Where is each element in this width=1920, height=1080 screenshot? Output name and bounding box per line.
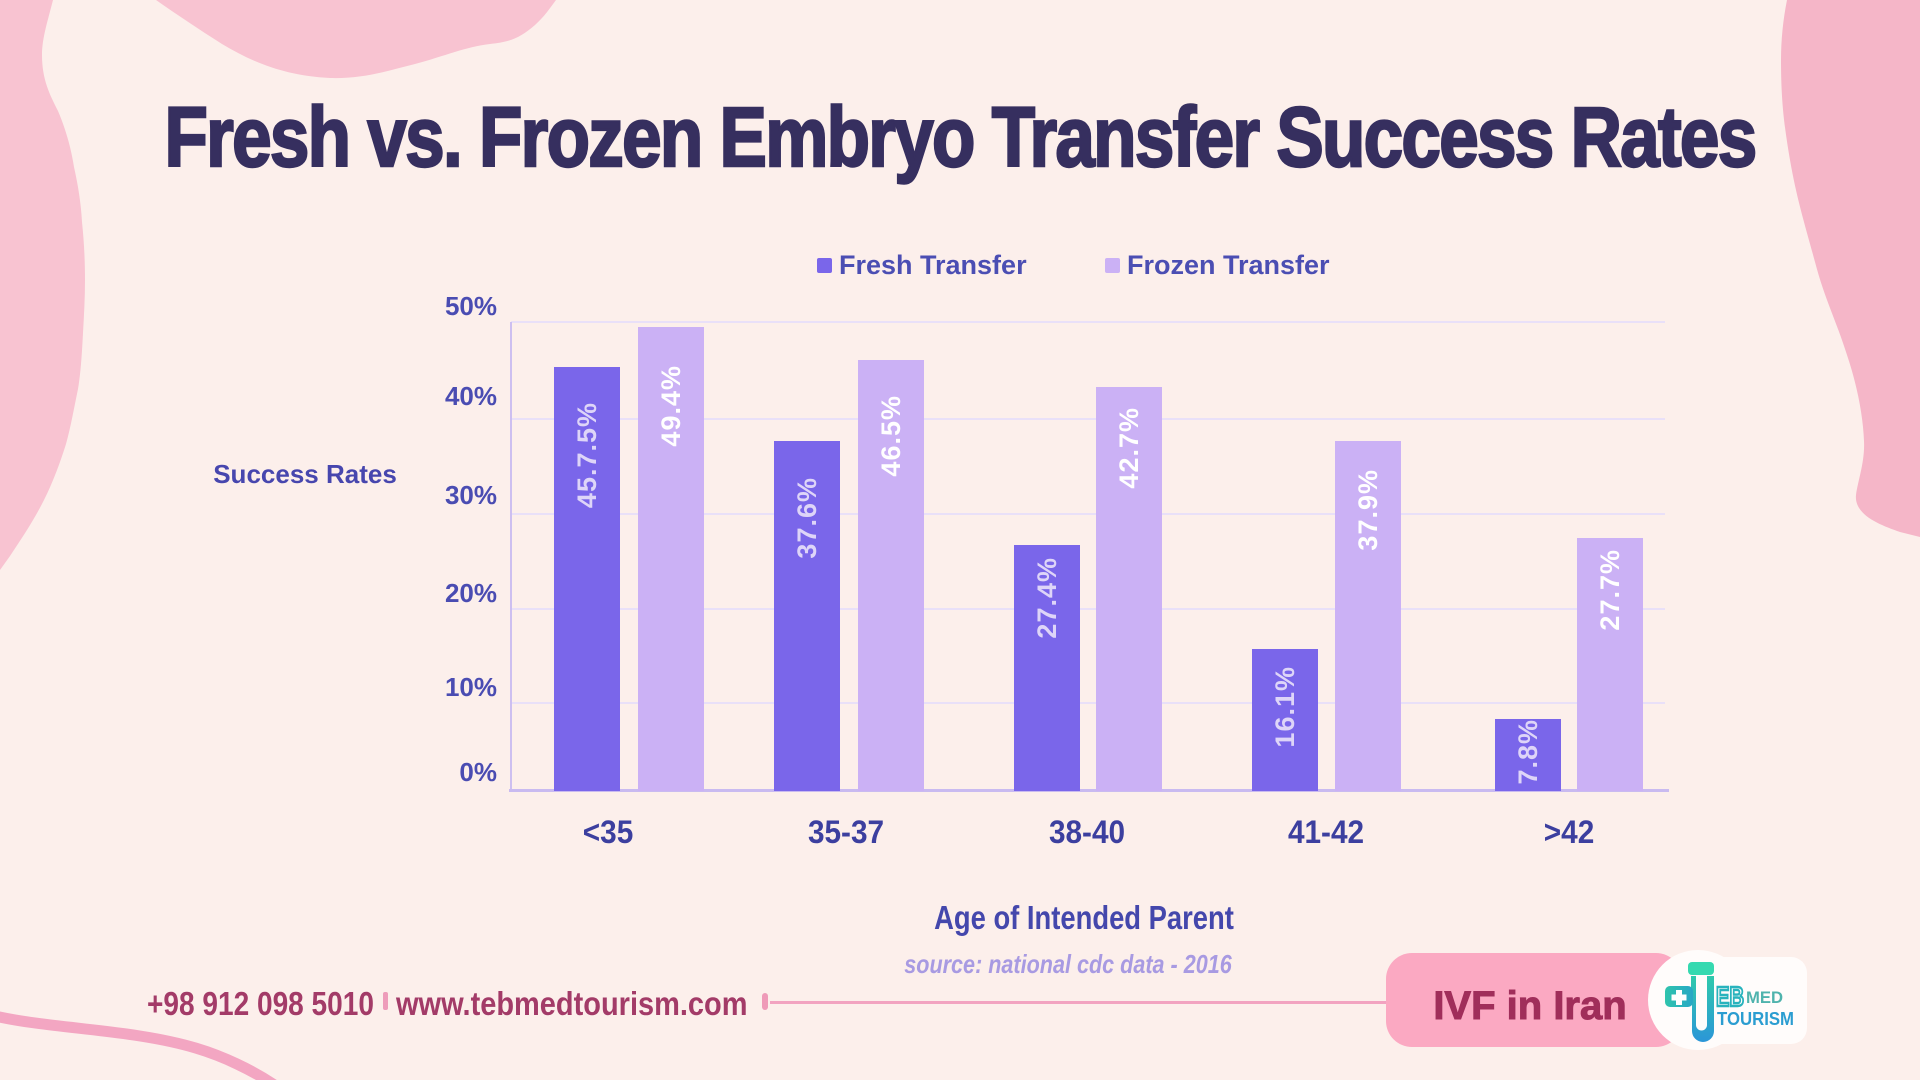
svg-text:TOURISM: TOURISM [1717, 1009, 1794, 1029]
svg-text:EB: EB [1716, 981, 1744, 1012]
svg-text:MED: MED [1746, 988, 1783, 1007]
